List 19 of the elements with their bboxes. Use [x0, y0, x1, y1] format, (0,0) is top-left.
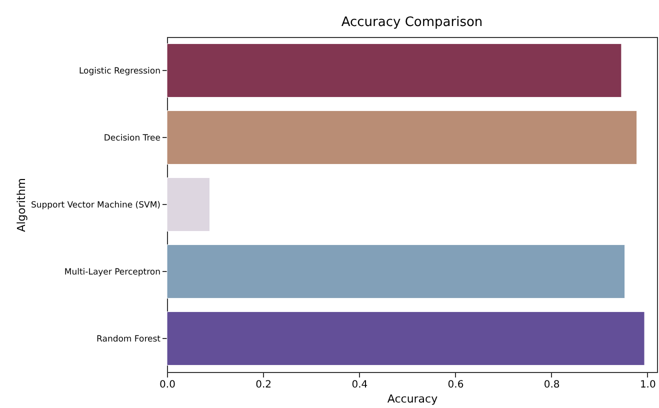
y-tick-label: Support Vector Machine (SVM)	[30, 200, 160, 210]
bar	[166, 244, 626, 299]
x-tick-label: 0.2	[256, 380, 272, 390]
x-tick-label: 0.6	[448, 380, 464, 390]
bar	[166, 110, 638, 165]
x-axis-title: Accuracy	[387, 392, 438, 406]
x-tick-label: 0.0	[160, 380, 176, 390]
y-tick-label: Multi-Layer Perceptron	[64, 268, 160, 278]
y-tick-label: Random Forest	[96, 334, 162, 344]
y-axis-title: Algorithm	[14, 178, 28, 232]
y-tick-label: Logistic Regression	[78, 66, 160, 76]
y-tick-label: Decision Tree	[104, 134, 160, 144]
x-tick-label: 0.4	[352, 380, 368, 390]
bar	[166, 43, 622, 98]
bar	[166, 177, 210, 232]
bar	[166, 311, 645, 366]
chart-title: Accuracy Comparison	[341, 15, 483, 30]
x-tick-label: 1.0	[640, 380, 656, 390]
x-tick-label: 0.8	[544, 380, 560, 390]
